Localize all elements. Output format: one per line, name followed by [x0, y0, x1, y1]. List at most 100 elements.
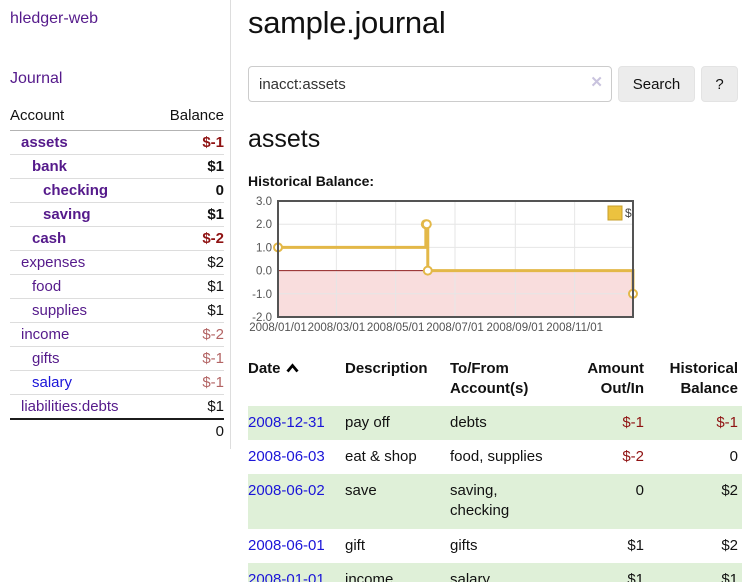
accounts-header-balance: Balance [152, 104, 224, 131]
account-row: saving $1 [10, 202, 224, 227]
account-row: checking 0 [10, 178, 224, 203]
account-link[interactable]: checking [43, 182, 109, 199]
svg-text:2008/07/01: 2008/07/01 [426, 322, 484, 334]
chart-heading: Historical Balance: [248, 173, 375, 189]
account-row: gifts $-1 [10, 346, 224, 371]
account-balance: $-2 [152, 226, 224, 251]
historical-balance-chart: 3.0 2.0 1.0 0.0 -1.0 -2.0 2008/01/01 2008/03/01… [248, 194, 742, 334]
account-link[interactable]: gifts [32, 350, 60, 367]
svg-text:3.0: 3.0 [256, 196, 272, 208]
accounts-table: Account Balance assets $-1 bank $1 check… [10, 104, 224, 443]
account-row: liabilities:debts $1 [10, 395, 224, 420]
app-title-link[interactable]: hledger-web [10, 10, 99, 27]
account-row: assets $-1 [10, 130, 224, 155]
svg-text:2008/05/01: 2008/05/01 [367, 322, 425, 334]
svg-text:2.0: 2.0 [256, 219, 272, 231]
search-input[interactable] [248, 66, 612, 102]
svg-text:2008/03/01: 2008/03/01 [308, 322, 366, 334]
account-balance: $1 [152, 154, 224, 179]
transaction-accounts: debts [450, 413, 487, 431]
register-header-balance: Historical Balance [669, 360, 738, 398]
svg-text:-2.0: -2.0 [252, 312, 272, 324]
register-row: 2008-01-01 income salary $1 $1 [248, 562, 742, 582]
transaction-description: eat & shop [345, 447, 417, 465]
account-row: income $-2 [10, 322, 224, 347]
account-link[interactable]: income [21, 326, 70, 343]
account-balance: $-1 [152, 130, 224, 155]
account-link[interactable]: supplies [32, 302, 88, 319]
main-content: sample.journal ✕ Search ? assets Histori… [248, 5, 742, 582]
transaction-date-link[interactable]: 2008-06-03 [248, 447, 325, 465]
account-link[interactable]: saving [43, 206, 91, 223]
transaction-accounts: salary [450, 570, 491, 582]
register-row: 2008-12-31 pay off debts $-1 $-1 [248, 405, 742, 440]
svg-text:1.0: 1.0 [256, 242, 272, 254]
transaction-amount: $-2 [622, 447, 644, 465]
transaction-date-link[interactable]: 2008-06-02 [248, 482, 325, 499]
account-link[interactable]: cash [32, 230, 67, 247]
transaction-description: income [345, 570, 394, 582]
account-link[interactable]: expenses [21, 254, 86, 271]
transaction-description: pay off [345, 413, 390, 431]
register-row: 2008-06-01 gift gifts $1 $2 [248, 529, 742, 563]
svg-text:2008/01/01: 2008/01/01 [249, 322, 307, 334]
register-row: 2008-06-02 save saving, checking 0 $2 [248, 474, 742, 529]
sidebar: hledger-web Journal Account Balance asse… [0, 0, 231, 449]
transaction-date-link[interactable]: 2008-12-31 [248, 413, 325, 431]
register-header-amount: Amount Out/In [587, 360, 644, 398]
register-header-date[interactable]: Date [248, 355, 345, 406]
transaction-accounts: food, supplies [450, 447, 543, 465]
account-row: supplies $1 [10, 298, 224, 323]
transaction-description: gift [345, 536, 366, 554]
svg-text:$: $ [625, 206, 632, 220]
account-link[interactable]: salary [32, 374, 73, 391]
transaction-amount: $-1 [622, 413, 644, 431]
transaction-balance: $1 [721, 570, 738, 582]
account-link[interactable]: assets [21, 134, 68, 151]
account-link[interactable]: bank [32, 158, 68, 175]
account-balance: $1 [152, 274, 224, 299]
transaction-balance: $2 [721, 482, 738, 499]
accounts-total-row: 0 [10, 418, 224, 443]
account-link[interactable]: food [32, 278, 62, 295]
transaction-date-link[interactable]: 2008-01-01 [248, 570, 325, 582]
account-row: food $1 [10, 274, 224, 299]
register-table: Date Description To/From Account(s) Amou… [248, 355, 742, 582]
register-header-description: Description [345, 360, 428, 377]
svg-text:2008/09/01: 2008/09/01 [487, 322, 545, 334]
account-row: bank $1 [10, 154, 224, 179]
account-balance: $1 [207, 398, 224, 415]
transaction-amount: $1 [627, 570, 644, 582]
account-link[interactable]: liabilities:debts [21, 398, 119, 415]
register-row: 2008-06-03 eat & shop food, supplies $-2… [248, 440, 742, 474]
page-title: sample.journal [248, 5, 446, 40]
sidebar-item-journal[interactable]: Journal [10, 70, 63, 87]
account-balance: $1 [152, 202, 224, 227]
help-button[interactable]: ? [701, 66, 738, 102]
transaction-accounts: gifts [450, 536, 478, 554]
account-heading: assets [248, 125, 321, 153]
transaction-amount: $1 [627, 536, 644, 554]
svg-text:2008/11/01: 2008/11/01 [546, 322, 603, 334]
account-balance: $2 [152, 250, 224, 275]
svg-text:0.0: 0.0 [256, 266, 272, 278]
account-row: expenses $2 [10, 250, 224, 275]
transaction-balance: $-1 [716, 413, 738, 431]
sort-ascending-icon [285, 363, 299, 373]
transaction-amount: 0 [635, 482, 644, 499]
transaction-description: save [345, 482, 377, 499]
search-button[interactable]: Search [618, 66, 695, 102]
transaction-date-link[interactable]: 2008-06-01 [248, 536, 325, 554]
transaction-accounts: saving, checking [450, 482, 510, 520]
register-header-accounts: To/From Account(s) [450, 360, 529, 398]
clear-search-icon[interactable]: ✕ [590, 74, 603, 91]
account-balance: $1 [152, 298, 224, 323]
search-form: ✕ Search ? [248, 66, 742, 102]
transaction-balance: $2 [721, 536, 738, 554]
account-balance: $-2 [152, 322, 224, 347]
transaction-balance: 0 [729, 447, 738, 465]
account-balance: $-1 [152, 346, 224, 371]
svg-text:-1.0: -1.0 [252, 289, 272, 301]
account-balance: $-1 [152, 370, 224, 395]
